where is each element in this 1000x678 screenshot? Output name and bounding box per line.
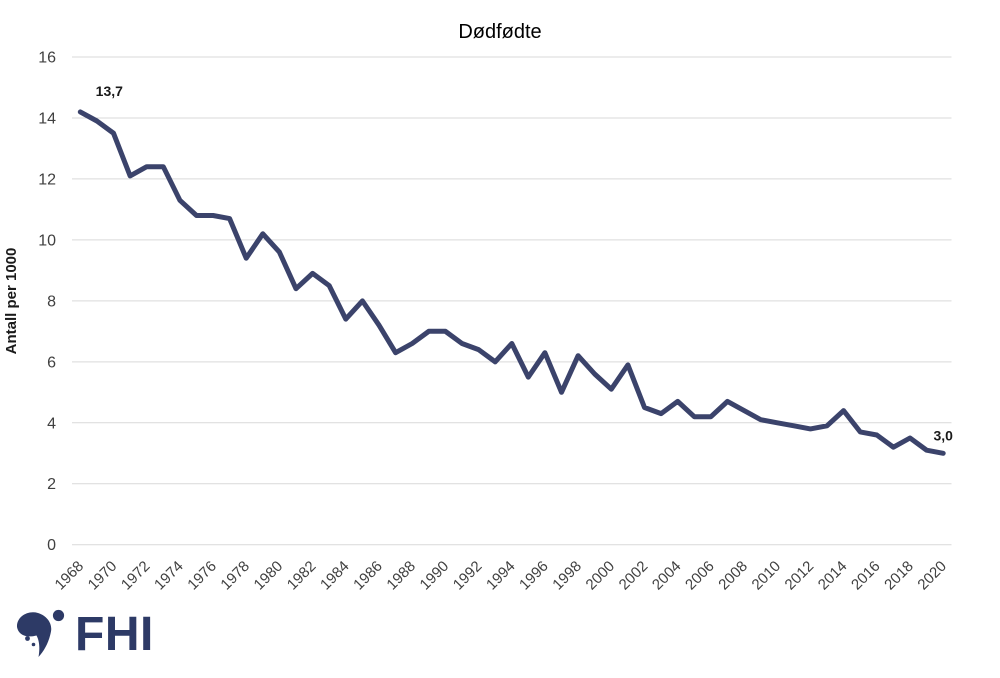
y-tick-label: 16 — [38, 50, 56, 67]
y-tick-label: 12 — [38, 171, 56, 188]
y-tick-label: 2 — [47, 476, 56, 493]
y-tick-label: 10 — [38, 232, 56, 249]
x-tick-label: 1988 — [383, 558, 419, 594]
data-label-first: 13,7 — [96, 83, 123, 99]
x-tick-label: 2018 — [881, 558, 917, 594]
x-tick-label: 1968 — [52, 558, 88, 594]
fhi-logo-text: FHI — [75, 608, 154, 661]
y-tick-label: 6 — [47, 354, 56, 371]
x-tick-label: 2002 — [616, 558, 652, 594]
fhi-logo-mark — [16, 609, 65, 657]
x-tick-label: 1974 — [151, 558, 187, 594]
data-label-last: 3,0 — [933, 427, 953, 443]
x-tick-label: 1976 — [184, 558, 220, 594]
x-tick-label: 1986 — [350, 558, 386, 594]
x-tick-label: 1998 — [549, 558, 585, 594]
x-tick-label: 2000 — [583, 558, 619, 594]
y-tick-label: 8 — [47, 293, 56, 310]
x-tick-label: 2014 — [815, 558, 851, 594]
x-tick-label: 2010 — [749, 558, 785, 594]
x-tick-label: 1992 — [450, 558, 486, 594]
x-tick-label: 1980 — [251, 558, 287, 594]
y-axis-title: Antall per 1000 — [3, 248, 20, 355]
x-tick-label: 1972 — [118, 558, 154, 594]
x-tick-label: 1990 — [417, 558, 453, 594]
gridlines — [72, 56, 952, 546]
x-tick-label: 1978 — [217, 558, 253, 594]
x-tick-label: 1994 — [483, 558, 519, 594]
x-tick-label: 2008 — [715, 558, 751, 594]
data-line — [77, 109, 946, 456]
x-tick-label: 2004 — [649, 558, 685, 594]
fhi-logo: FHI — [14, 608, 154, 662]
x-tick-label: 2016 — [848, 558, 884, 594]
x-tick-label: 2006 — [682, 558, 718, 594]
x-tick-label: 2012 — [782, 558, 818, 594]
y-tick-label: 4 — [47, 415, 56, 432]
x-tick-label: 1996 — [516, 558, 552, 594]
x-tick-label: 1970 — [85, 558, 121, 594]
x-tick-label: 2020 — [914, 558, 950, 594]
x-axis-labels: 1968197019721974197619781980198219841986… — [52, 558, 951, 594]
chart-title: Dødfødte — [458, 21, 541, 43]
x-tick-label: 1982 — [284, 558, 320, 594]
y-tick-label: 14 — [38, 110, 56, 127]
y-axis-labels: 0 2 4 6 8 10 12 14 16 — [38, 50, 56, 555]
y-tick-label: 0 — [47, 537, 56, 554]
x-tick-label: 1984 — [317, 558, 353, 594]
